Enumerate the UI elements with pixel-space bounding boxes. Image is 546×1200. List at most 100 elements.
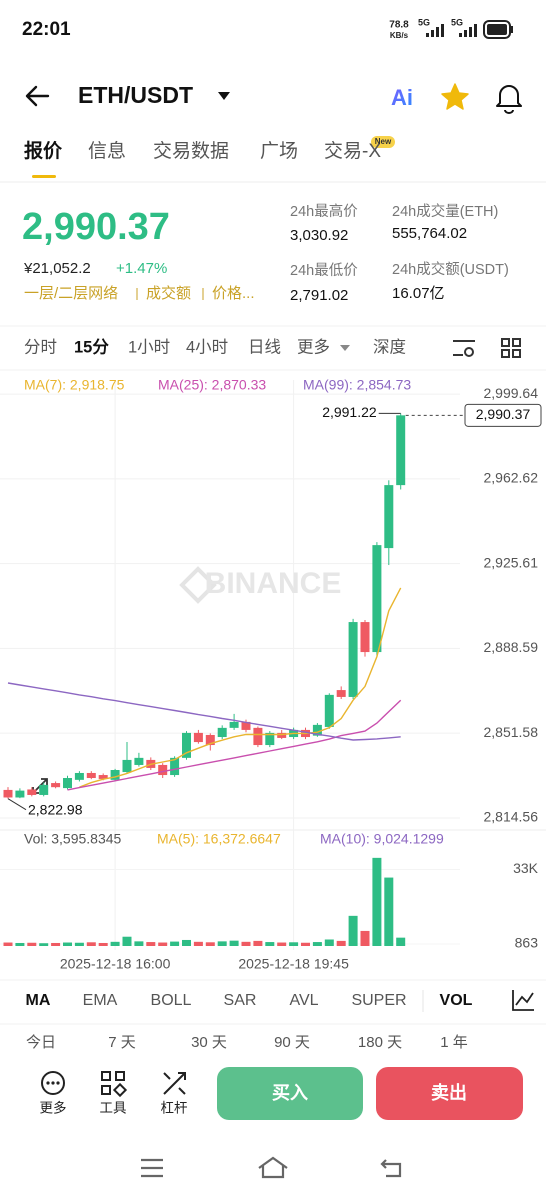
y-tick-label: 2,851.58 [484,724,539,740]
candle-body [277,732,287,738]
candle-body [384,485,394,549]
indicator-settings-icon[interactable] [512,990,534,1011]
net-speed: 78.8 [389,20,409,31]
interval-tab[interactable]: 深度 [373,337,406,356]
candle-body [336,690,346,697]
stat-value: 2,791.02 [290,287,348,304]
tab[interactable]: 交易-X [324,140,381,162]
volume-bar [146,942,156,946]
back-icon[interactable] [25,85,50,107]
candle-body [253,727,263,746]
action-label[interactable]: 杠杆 [161,1101,188,1116]
tag[interactable]: 成交额 [146,284,191,302]
volume-bar [336,940,346,946]
candle-body [98,775,108,779]
candle-body [217,727,227,738]
candle-body [158,764,168,776]
tools-icon[interactable] [101,1071,128,1098]
pair-title[interactable]: ETH/USDT [78,82,193,108]
volume-bar [360,930,370,946]
indicator-tab[interactable]: SAR [224,992,257,1009]
volume-bar [158,942,168,946]
tab[interactable]: 广场 [260,140,298,162]
last-price: 2,990.37 [22,206,170,248]
watermark: BINANCE [205,567,342,600]
volume-ma-legend: MA(10): 9,024.1299 [320,831,444,847]
volume-tick-label: 33K [513,860,539,876]
ma-line [67,699,402,791]
period-tab[interactable]: 7 天 [108,1034,136,1051]
volume-bar [86,942,96,946]
candle-body [193,732,203,743]
x-tick-label: 2025-12-18 16:00 [60,956,171,972]
indicator-tab[interactable]: BOLL [151,992,192,1009]
volume-bar [217,941,227,946]
indicator-tab[interactable]: MA [26,992,51,1009]
period-tab[interactable]: 90 天 [274,1034,310,1051]
volume-bar [74,942,84,946]
interval-tab[interactable]: 1小时 [128,337,170,356]
period-tab[interactable]: 30 天 [191,1034,227,1051]
volume-bar [289,942,299,946]
tab[interactable]: 信息 [88,140,126,162]
nav-back[interactable] [380,1159,402,1178]
volume-bar [229,940,239,946]
candle-body [348,622,358,697]
more-action-icon[interactable] [41,1071,65,1095]
interval-tab[interactable]: 更多 [297,337,330,356]
last-price-box [464,403,542,427]
candle-body [241,721,251,730]
buy-label[interactable]: 买入 [272,1083,308,1103]
y-tick-label: 2,999.64 [484,385,539,401]
bell-icon[interactable] [496,85,522,114]
tag[interactable]: 一层/二层网络 [24,285,118,302]
leverage-icon[interactable] [163,1072,186,1095]
high-label: 2,991.22 [322,404,377,420]
layout-icon[interactable] [501,338,521,358]
volume-bar [27,942,37,946]
tab[interactable]: 交易数据 [153,140,229,162]
candle-body [15,790,25,798]
nav-menu[interactable] [141,1158,163,1178]
candle-body [3,789,13,798]
action-label[interactable]: 工具 [100,1101,127,1116]
candle-body [63,778,72,789]
candle-body [229,721,239,728]
sell-label[interactable]: 卖出 [431,1082,467,1103]
more-icon[interactable] [340,345,350,351]
candle-body [170,757,180,776]
nav-home[interactable] [258,1156,288,1179]
interval-tab[interactable]: 分时 [24,337,57,356]
period-tab[interactable]: 180 天 [358,1034,402,1051]
tab[interactable]: 报价 [24,139,63,162]
stat-value: 555,764.02 [392,225,467,242]
y-tick-label: 2,962.62 [484,470,539,486]
volume-bar [182,939,191,946]
interval-tab[interactable]: 4小时 [186,337,228,356]
volume-bar [51,942,61,946]
dropdown-icon[interactable] [218,92,230,100]
volume-bar [277,942,287,946]
sell-button[interactable] [376,1067,523,1120]
indicator-tab[interactable]: EMA [83,992,118,1009]
tag[interactable]: 价格... [212,285,255,302]
volume-bar [253,940,263,946]
period-tab[interactable]: 1 年 [440,1034,468,1051]
action-label[interactable]: 更多 [40,1100,67,1116]
settings-icon[interactable] [453,340,475,357]
interval-tab[interactable]: 日线 [248,337,281,356]
indicator-tab[interactable]: SUPER [351,992,406,1009]
favorite-icon[interactable] [441,83,469,110]
volume-bar [63,942,72,946]
ai-button[interactable]: Ai [391,85,413,110]
indicator-tab[interactable]: AVL [289,992,318,1009]
buy-button[interactable] [217,1067,363,1120]
interval-tab[interactable]: 15分 [74,337,109,356]
period-tab[interactable]: 今日 [26,1034,56,1051]
indicator-tab[interactable]: VOL [440,992,473,1009]
candle-body [110,770,120,780]
stat-value: 16.07亿 [392,285,445,302]
volume-bar [384,877,394,946]
watermark-logo [179,566,217,604]
